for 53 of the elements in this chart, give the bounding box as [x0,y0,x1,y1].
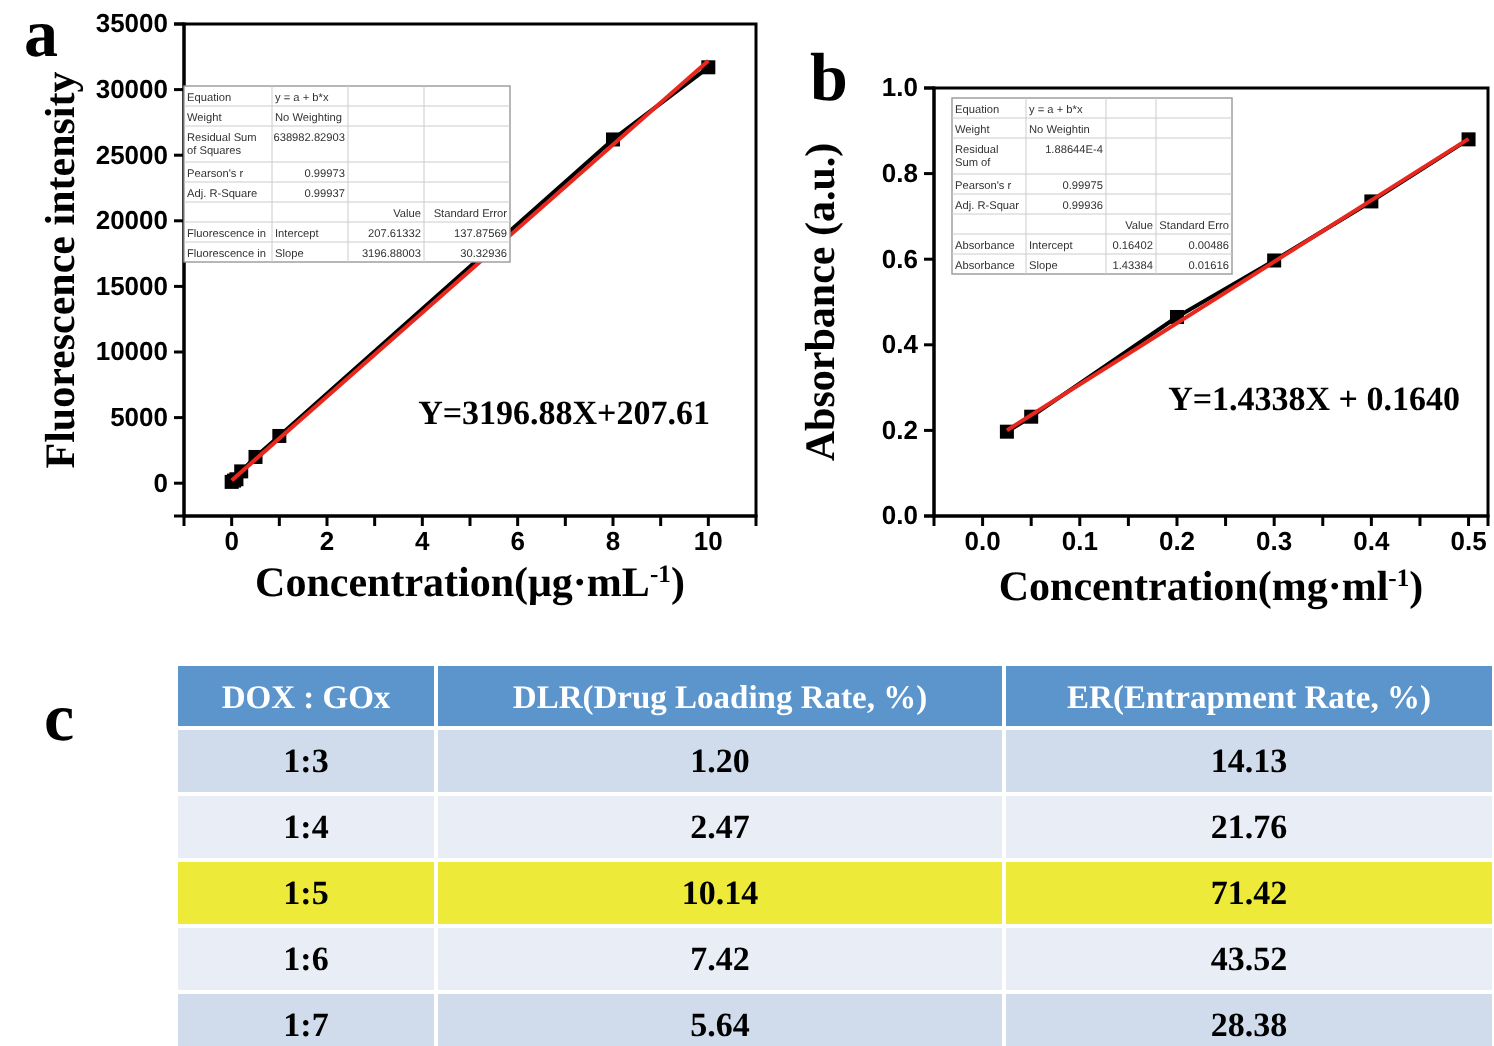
y-tick-label: 20000 [95,205,168,236]
y-tick-label: 30000 [95,73,168,104]
y-tick-label: 1.0 [881,72,918,103]
data-label: 71.42 [1210,874,1288,912]
data-label: 28.38 [1210,1006,1288,1044]
x-tick-label: 4 [415,526,432,557]
x-tick-label: 0 [224,526,239,557]
x-tick-label: 2 [319,526,335,557]
y-tick-label: 25000 [95,139,168,170]
data-label: 1.20 [690,742,750,780]
chart-title: b [810,42,848,116]
y-tick-label: 0.8 [881,157,918,188]
y-tick-label: 15000 [95,270,168,301]
x-tick-label: 0.4 [1353,526,1391,557]
x-axis-title: Concentration(mg·ml$^{-1}$) [998,562,1424,610]
y-tick-label: 1:4 [283,808,330,846]
data-label: 14.13 [1210,742,1288,780]
annotation: Y=1.4338X + 0.1640 [1168,380,1460,418]
data-label: 2.47 [690,808,751,846]
y-axis-title: Absorbance (a.u.) [796,142,844,462]
chart-title: c [44,682,75,756]
y-axis-title: DOX : GOx [221,678,392,716]
x-axis-title: Concentration(μg·mL$^{-1}$) [255,558,685,606]
y-tick-label: 0.2 [881,414,918,445]
data-label: 10.14 [681,874,760,912]
x-tick-label: 0.5 [1450,526,1487,557]
y-tick-label: 1:6 [283,940,329,978]
data-label: 43.52 [1210,940,1288,978]
y-tick-label: 1:7 [283,1006,330,1044]
x-tick-label: 10 [693,526,723,557]
y-tick-label: 5000 [110,401,168,432]
y-tick-label: 0.6 [881,243,918,274]
x-tick-label: 0.2 [1158,526,1196,557]
x-tick-label: 8 [605,526,621,557]
y-tick-label: 35000 [95,8,168,39]
data-label: 7.42 [690,940,750,978]
y-tick-label: 0 [153,467,168,498]
y-tick-label: 10000 [95,336,168,367]
y-tick-label: 1:3 [283,742,329,780]
y-tick-label: 0.4 [881,329,920,360]
y-tick-label: 0.0 [881,500,918,531]
x-tick-label: 0.1 [1061,526,1098,557]
x-tick-label: 0.3 [1256,526,1293,557]
data-label: 5.64 [690,1006,751,1044]
data-label: 21.76 [1210,808,1288,846]
x-tick-label: DLR(Drug Loading Rate, %) [512,678,928,716]
y-axis-title: Fluorescence intensity [36,70,84,469]
x-tick-label: 0.0 [964,526,1001,557]
x-tick-label: ER(Entrapment Rate, %) [1067,678,1431,716]
x-tick-label: 6 [510,526,525,557]
annotation: Y=3196.88X+207.61 [418,394,710,432]
y-tick-label: 1:5 [283,874,329,912]
chart-title: a [24,0,58,72]
